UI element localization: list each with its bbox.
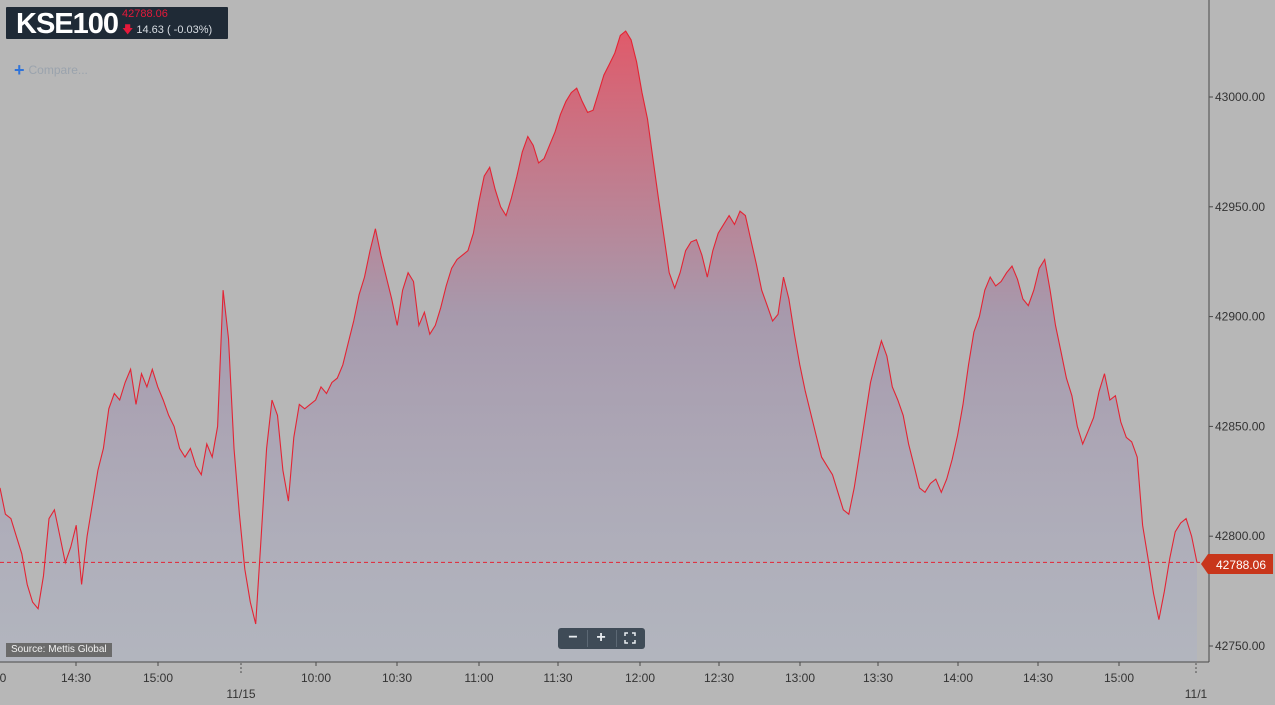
y-axis: 42750.00 42800.00 42850.00 42900.00 42950.00… [1209, 90, 1265, 653]
fullscreen-button[interactable] [616, 628, 644, 649]
x-tick-label: 11:30 [543, 671, 572, 685]
date-divider-dot [1195, 671, 1197, 673]
y-tick-label: 42950.00 [1215, 200, 1265, 214]
plus-icon: + [14, 60, 25, 80]
y-tick-label: 43000.00 [1215, 90, 1265, 104]
ticker-box: KSE100 42788.06 🡇 14.63 ( -0.03%) [6, 7, 228, 40]
x-tick-label: 12:30 [704, 671, 734, 685]
x-tick-label: 15:00 [1104, 671, 1134, 685]
x-tick-label-clipped: 00 [0, 671, 7, 685]
compare-label: Compare... [28, 63, 88, 77]
x-tick-label: 14:30 [61, 671, 91, 685]
source-label: Source: Mettis Global [6, 643, 112, 657]
x-tick-label: 14:30 [1023, 671, 1053, 685]
y-tick-label: 42850.00 [1215, 419, 1265, 433]
date-divider-dot [1195, 663, 1197, 665]
compare-button[interactable]: + Compare... [14, 60, 88, 81]
y-tick-label: 42800.00 [1215, 529, 1265, 543]
last-price-badge-shape [1201, 554, 1273, 574]
x-axis: 14:30 15:00 10:00 10:30 11:00 11:30 12:00 12:30… [0, 662, 1134, 685]
x-tick-label: 12:00 [625, 671, 655, 685]
zoom-in-button[interactable]: + [596, 629, 606, 646]
down-arrow-icon: 🡇 [122, 24, 134, 36]
price-area [0, 31, 1197, 663]
ticker-change: 🡇 14.63 ( -0.03%) [122, 21, 212, 40]
x-tick-label: 11:00 [464, 671, 493, 685]
ticker-change-value: 14.63 ( -0.03%) [136, 24, 213, 36]
date-labels: 11/15 11/1 [226, 663, 1208, 701]
zoom-controls: − + [558, 628, 645, 649]
zoom-separator [587, 630, 588, 647]
x-tick-label: 10:30 [382, 671, 412, 685]
y-tick-label: 42900.00 [1215, 310, 1265, 324]
date-label: 11/1 [1185, 687, 1208, 701]
last-price-label: 42788.06 [1216, 558, 1266, 572]
x-tick-label: 10:00 [301, 671, 331, 685]
x-tick-label: 15:00 [143, 671, 173, 685]
price-line [0, 30, 1198, 625]
x-tick-label: 13:30 [863, 671, 893, 685]
x-tick-label: 13:00 [785, 671, 815, 685]
date-divider-dot [240, 667, 242, 669]
zoom-separator [616, 630, 617, 647]
date-label: 11/15 [226, 687, 255, 701]
date-divider-dot [1195, 667, 1197, 669]
ticker-last-price: 42788.06 [122, 8, 168, 20]
x-tick-label: 14:00 [943, 671, 973, 685]
date-divider-dot [240, 671, 242, 673]
zoom-out-button[interactable]: − [568, 629, 578, 646]
date-divider-dot [240, 663, 242, 665]
fullscreen-icon [624, 632, 636, 644]
ticker-symbol: KSE100 [16, 8, 119, 40]
last-price-badge: 42788.06 [1201, 554, 1273, 574]
y-tick-label: 42750.00 [1215, 639, 1265, 653]
